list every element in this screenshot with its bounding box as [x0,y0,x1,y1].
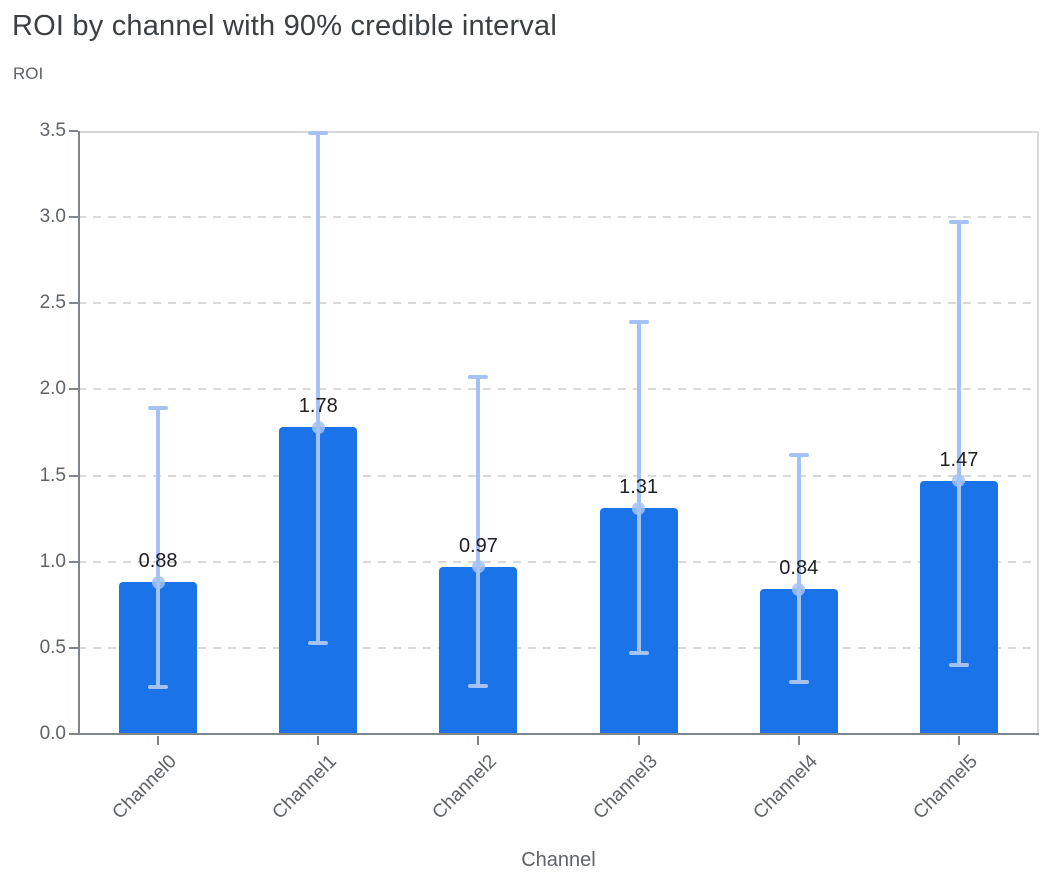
error-cap-bottom [468,683,489,688]
y-tick-label: 1.5 [39,464,66,486]
error-bar [956,222,961,666]
y-axis-title: ROI [13,64,44,83]
error-cap-top [148,406,169,411]
value-marker [952,474,966,488]
x-tick [477,736,480,745]
error-bar [156,408,161,688]
gridline [78,388,1039,391]
gridline [78,646,1039,649]
y-tick [69,646,78,649]
y-tick-label: 0.5 [39,636,66,658]
gridline [78,474,1039,477]
y-tick [69,216,78,219]
bar-value-label: 0.88 [138,550,178,573]
error-cap-bottom [148,685,169,690]
gridline [78,302,1039,305]
x-axis-title: Channel [521,849,596,871]
y-tick [69,130,78,132]
error-bar [476,377,481,686]
x-tick [637,736,640,745]
x-tick [957,736,960,745]
x-tick-label: Channel0 [108,751,181,824]
x-tick [157,736,160,745]
x-tick [317,736,320,745]
error-bar [316,132,321,643]
y-tick [69,388,78,391]
x-axis-line [78,733,1039,735]
error-bar [636,322,641,654]
value-marker [471,560,485,574]
plot-border-right [1037,131,1039,734]
y-tick-label: 2.0 [39,378,66,400]
value-marker [151,575,165,589]
x-tick-label: Channel5 [909,751,982,824]
y-tick [69,560,78,563]
x-tick-label: Channel2 [428,751,502,824]
bar-value-label: 1.31 [619,476,659,499]
x-tick [797,736,800,745]
error-bar [796,454,801,683]
x-tick-label: Channel1 [268,751,342,824]
gridline-top [78,131,1039,133]
value-marker [311,420,325,434]
y-tick [69,733,78,735]
y-tick [69,302,78,305]
value-marker [632,501,646,515]
plot-area: 0.0 0.5 1.0 1.5 2.0 2.5 3.0 3.5 0.88 1.78 0.97 1.31… [40,120,1039,823]
x-tick-label: Channel3 [589,751,662,824]
y-tick-label: 0.0 [39,723,66,744]
error-cap-top [468,375,489,380]
gridline [78,216,1039,219]
y-tick-label: 1.0 [39,550,66,572]
error-cap-bottom [308,640,329,645]
error-cap-bottom [788,680,809,685]
bar-value-label: 0.97 [458,534,498,557]
y-tick [69,474,78,477]
error-cap-top [948,220,969,225]
error-cap-bottom [628,651,649,656]
gridline [78,560,1039,563]
y-axis-line [78,131,80,734]
value-marker [792,582,806,596]
y-tick-label: 2.5 [39,292,66,314]
bar-value-label: 0.84 [779,557,819,580]
error-cap-top [788,452,809,457]
y-tick-label: 3.5 [39,120,66,141]
bar-value-label: 1.78 [298,395,338,418]
chart-title: ROI by channel with 90% credible interva… [12,10,557,42]
error-cap-top [628,320,649,325]
bar-value-label: 1.47 [939,448,979,471]
error-cap-bottom [948,663,969,668]
y-tick-label: 3.0 [39,206,66,228]
x-tick-label: Channel4 [749,751,822,824]
error-cap-top [308,130,329,135]
